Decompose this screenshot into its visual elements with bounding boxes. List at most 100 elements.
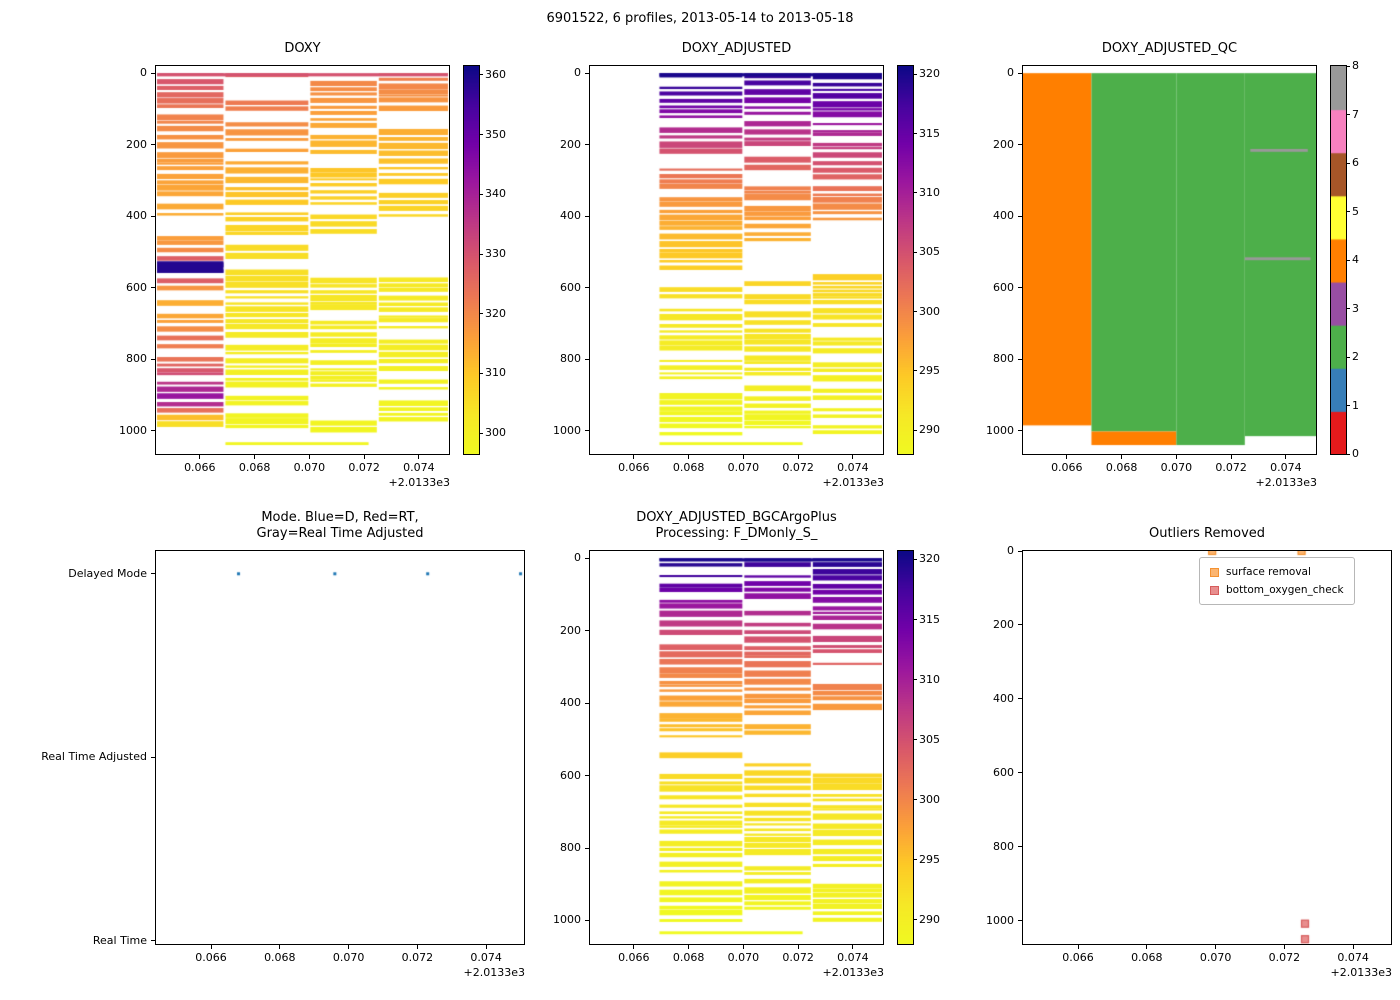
colorbar-tick (914, 192, 917, 194)
y-tick-label: 200 (993, 617, 1014, 631)
colorbar-tick (1347, 162, 1350, 164)
colorbar-tick (914, 919, 917, 921)
doxy-heatmap-canvas (156, 66, 449, 454)
x-tick (1230, 455, 1232, 459)
colorbar-tick-label: 350 (485, 127, 506, 141)
colorbar-tick (480, 134, 483, 136)
colorbar-tick-label: 295 (919, 852, 940, 866)
colorbar-tick-label: 315 (919, 612, 940, 626)
y-tick (1018, 624, 1022, 626)
colorbar-tick-label: 330 (485, 247, 506, 261)
y-tick (1018, 72, 1022, 74)
colorbar-tick (914, 679, 917, 681)
x-tick (1146, 945, 1148, 949)
y-tick-label: 200 (126, 137, 147, 151)
adj-colorbar-canvas (898, 66, 913, 454)
legend-label: bottom_oxygen_check (1226, 584, 1344, 596)
y-tick-label: 600 (560, 280, 581, 294)
y-tick (151, 144, 155, 146)
colorbar-tick-label: 300 (485, 426, 506, 440)
x-offset-label: +2.0133e3 (388, 476, 450, 489)
colorbar-tick-label: 300 (919, 304, 940, 318)
doxy-colorbar (463, 65, 480, 455)
x-tick-label: 0.066 (618, 951, 650, 964)
x-tick (1077, 945, 1079, 949)
colorbar-tick-label: 4 (1352, 253, 1359, 266)
x-tick-label: 0.066 (184, 461, 216, 474)
colorbar-tick-label: 315 (919, 126, 940, 140)
colorbar-tick-label: 8 (1352, 59, 1359, 72)
colorbar-tick (914, 429, 917, 431)
subplot-title-outliers: Outliers Removed (1148, 526, 1266, 541)
y-tick (1018, 846, 1022, 848)
y-tick (151, 430, 155, 432)
subplot-title-doxy-adjusted: DOXY_ADJUSTED (681, 41, 792, 56)
y-tick-label: 800 (993, 352, 1014, 366)
x-tick (1352, 945, 1354, 949)
mode-scatter-canvas (156, 551, 524, 944)
y-tick (1018, 144, 1022, 146)
x-tick (199, 455, 201, 459)
y-tick (585, 215, 589, 217)
colorbar-tick-label: 320 (919, 67, 940, 81)
x-tick (254, 455, 256, 459)
colorbar-tick-label: 310 (919, 672, 940, 686)
y-tick (1018, 430, 1022, 432)
colorbar-tick (914, 859, 917, 861)
colorbar-tick-label: 295 (919, 363, 940, 377)
y-tick-label: 600 (560, 768, 581, 782)
outliers-scatter-canvas (1023, 551, 1391, 944)
figure-title: 6901522, 6 profiles, 2013-05-14 to 2013-… (546, 11, 854, 26)
doxy-adjusted-plot-area (589, 65, 884, 455)
x-offset-label: +2.0133e3 (822, 966, 884, 979)
y-tick-label: 200 (560, 137, 581, 151)
colorbar-tick (914, 558, 917, 560)
y-tick (585, 557, 589, 559)
colorbar-tick (914, 311, 917, 313)
x-tick-label: 0.068 (264, 951, 296, 964)
colorbar-tick-label: 340 (485, 187, 506, 201)
x-tick (485, 945, 487, 949)
legend-label: surface removal (1226, 566, 1311, 578)
y-tick-label: 400 (993, 691, 1014, 705)
x-tick (418, 455, 420, 459)
subplot-title-doxy-adjusted-qc: DOXY_ADJUSTED_QC (1101, 41, 1238, 56)
y-tick (151, 940, 155, 942)
doxy-adjusted-colorbar (897, 65, 914, 455)
y-tick (151, 215, 155, 217)
y-tick-label: 1000 (119, 423, 147, 437)
bgc-colorbar-canvas (898, 551, 913, 944)
x-tick (742, 455, 744, 459)
outliers-legend: surface removal bottom_oxygen_check (1199, 557, 1355, 605)
y-tick (585, 144, 589, 146)
x-offset-label: +2.0133e3 (463, 966, 525, 979)
y-tick-label: 600 (993, 280, 1014, 294)
y-tick (585, 919, 589, 921)
y-tick-label: 400 (560, 696, 581, 710)
x-tick-label: 0.068 (1131, 951, 1163, 964)
colorbar-tick (914, 799, 917, 801)
x-tick-label: 0.072 (782, 951, 814, 964)
colorbar-tick (1347, 259, 1350, 261)
colorbar-tick (1347, 211, 1350, 212)
adj-heatmap-canvas (590, 66, 883, 454)
x-tick-label: 0.070 (727, 951, 760, 964)
colorbar-tick (1347, 65, 1350, 67)
colorbar-tick-label: 290 (919, 423, 940, 437)
colorbar-tick-label: 310 (485, 366, 506, 380)
colorbar-tick (1347, 114, 1350, 115)
colorbar-tick-label: 2 (1352, 350, 1359, 363)
doxy-adjusted-qc-plot-area (1022, 65, 1317, 455)
x-tick-label: 0.070 (1160, 461, 1193, 474)
x-tick-label: 0.068 (238, 461, 271, 474)
y-tick (585, 847, 589, 849)
y-tick (1018, 287, 1022, 289)
x-tick (633, 945, 635, 949)
x-tick-label: 0.072 (348, 461, 380, 474)
y-tick (585, 430, 589, 432)
x-offset-label: +2.0133e3 (822, 476, 884, 489)
qc-colorbar-canvas (1331, 66, 1346, 454)
y-tick-label: 800 (126, 352, 147, 366)
y-tick-label: 0 (574, 66, 581, 80)
